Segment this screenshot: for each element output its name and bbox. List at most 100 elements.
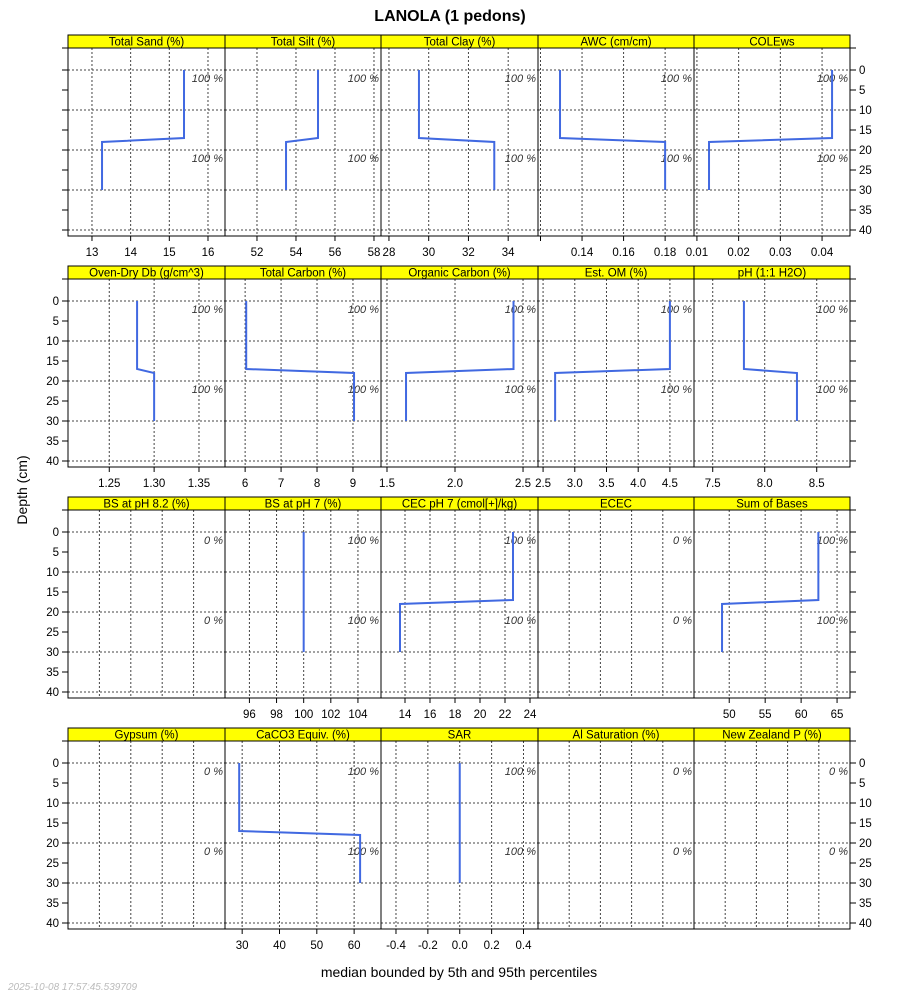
median-profile-line (245, 301, 356, 421)
percent-annotation: 0 % (673, 766, 692, 778)
panel-title: Gypsum (%) (115, 730, 179, 742)
x-tick-label: 6 (242, 478, 248, 490)
panel: BS at pH 8.2 (%) 0 % 0 % 0 5 10 15 20 25 30 35 40 (46, 496, 226, 699)
timestamp: 2025-10-08 17:57:45.539709 (7, 982, 137, 993)
panel: ECEC 0 % 0 % (537, 496, 695, 699)
percent-annotation: 100 % (661, 384, 692, 396)
x-tick-label: 20 (474, 709, 487, 721)
percent-annotation: 100 % (192, 384, 223, 396)
y-tick-label: 5 (53, 316, 59, 328)
panel: CEC pH 7 (cmol[+]/kg) 14 16 18 20 22 24 100 % 10… (380, 496, 539, 721)
x-tick-label: 16 (424, 709, 437, 721)
panel-title: SAR (448, 730, 472, 742)
percent-annotation: 100 % (348, 153, 379, 165)
percent-annotation: 100 % (817, 153, 848, 165)
x-tick-label: 18 (449, 709, 462, 721)
percent-annotation: 0 % (829, 766, 848, 778)
y-tick-label: 10 (46, 798, 59, 810)
y-tick-label: 35 (859, 898, 872, 910)
panel-title: Organic Carbon (%) (408, 268, 510, 280)
x-tick-label: 13 (86, 247, 99, 259)
panel-title: Total Sand (%) (109, 37, 185, 49)
panel-title: New Zealand P (%) (722, 730, 822, 742)
x-tick-label: 1.5 (379, 478, 395, 490)
median-profile-line (708, 70, 834, 190)
y-tick-label: 0 (859, 758, 865, 770)
x-tick-label: 0.01 (686, 247, 708, 259)
panel: Est. OM (%) 2.5 3.0 3.5 4.0 4.5 100 % 100 % (535, 265, 695, 490)
percent-annotation: 100 % (661, 73, 692, 85)
y-tick-label: 10 (859, 105, 872, 117)
panel-title: Sum of Bases (736, 499, 808, 511)
percent-annotation: 100 % (817, 535, 848, 547)
y-tick-label: 20 (46, 607, 59, 619)
x-tick-label: 8.0 (757, 478, 773, 490)
median-profile-line (405, 301, 515, 421)
chart-title: LANOLA (1 pedons) (374, 8, 525, 25)
x-tick-label: 24 (524, 709, 537, 721)
x-tick-label: 22 (499, 709, 512, 721)
percent-annotation: 100 % (348, 304, 379, 316)
panel: AWC (cm/cm) 0.14 0.16 0.18 100 % 100 % (537, 34, 695, 259)
x-tick-label: 34 (502, 247, 515, 259)
x-tick-label: 96 (243, 709, 256, 721)
panel: Total Sand (%) 13 14 15 16 100 % 100 % (62, 34, 226, 259)
x-tick-label: 58 (368, 247, 381, 259)
percent-annotation: 0 % (673, 846, 692, 858)
panel-title: AWC (cm/cm) (580, 37, 651, 49)
y-tick-label: 30 (859, 185, 872, 197)
x-tick-label: 4.0 (630, 478, 646, 490)
panel: Gypsum (%) 0 % 0 % 0 5 10 15 20 25 30 35 40 (46, 727, 226, 930)
percent-annotation: 100 % (817, 384, 848, 396)
panel: pH (1:1 H2O) 7.5 8.0 8.5 100 % 100 % (693, 265, 856, 490)
percent-annotation: 100 % (348, 846, 379, 858)
y-tick-label: 5 (859, 85, 865, 97)
y-axis-title: Depth (cm) (14, 455, 30, 524)
panel: Total Silt (%) 52 54 56 58 100 % 100 % (224, 34, 382, 259)
y-tick-label: 15 (46, 356, 59, 368)
x-tick-label: 54 (290, 247, 303, 259)
panel-border (537, 509, 695, 699)
percent-annotation: 100 % (192, 153, 223, 165)
percent-annotation: 100 % (661, 304, 692, 316)
y-tick-label: 40 (46, 687, 59, 699)
x-axis-title: median bounded by 5th and 95th percentil… (321, 964, 597, 980)
percent-annotation: 100 % (505, 615, 536, 627)
x-tick-label: 4.5 (662, 478, 678, 490)
panel-title: COLEws (749, 37, 795, 49)
y-tick-label: 25 (859, 165, 872, 177)
y-tick-label: 0 (53, 758, 59, 770)
y-tick-label: 0 (859, 65, 865, 77)
median-profile-line (417, 70, 496, 190)
percent-annotation: 100 % (505, 384, 536, 396)
panel: Total Clay (%) 28 30 32 34 100 % 100 % (380, 34, 539, 259)
y-tick-label: 40 (859, 225, 872, 237)
y-tick-label: 0 (53, 296, 59, 308)
panel: CaCO3 Equiv. (%) 30 40 50 60 100 % 100 % (224, 727, 382, 952)
y-tick-label: 25 (46, 396, 59, 408)
y-tick-label: 35 (46, 436, 59, 448)
median-profile-line (554, 301, 671, 421)
panel-title: CEC pH 7 (cmol[+]/kg) (402, 499, 518, 511)
x-tick-label: 1.35 (188, 478, 210, 490)
y-tick-label: 10 (46, 567, 59, 579)
panel-border (67, 740, 226, 930)
x-tick-label: 0.2 (484, 940, 500, 952)
x-tick-label: 7 (278, 478, 284, 490)
percent-annotation: 100 % (505, 766, 536, 778)
panel-border (537, 740, 695, 930)
percent-annotation: 100 % (348, 535, 379, 547)
x-tick-label: 52 (251, 247, 264, 259)
x-tick-label: 9 (350, 478, 356, 490)
x-tick-label: 2.5 (535, 478, 551, 490)
median-profile-line (285, 70, 320, 190)
panel: Al Saturation (%) 0 % 0 % (537, 727, 695, 930)
panel-border (693, 278, 851, 468)
y-tick-label: 5 (859, 778, 865, 790)
percent-annotation: 100 % (505, 304, 536, 316)
y-tick-label: 25 (46, 627, 59, 639)
panel-title: BS at pH 8.2 (%) (103, 499, 189, 511)
median-profile-line (559, 70, 667, 190)
